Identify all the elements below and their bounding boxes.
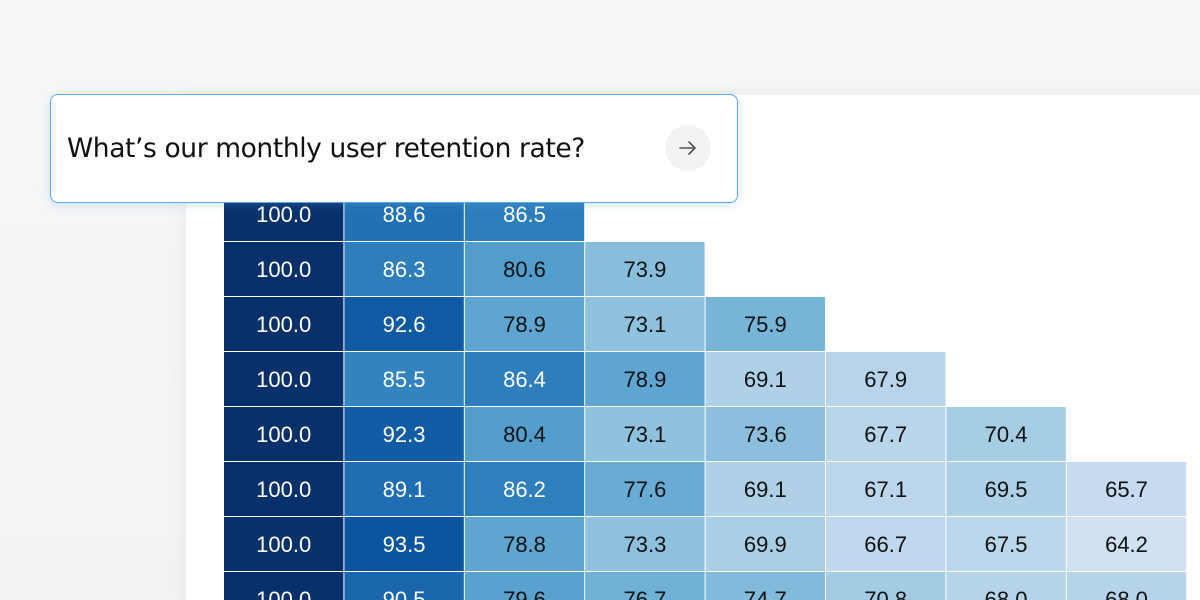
question-prompt-box[interactable]: What’s our monthly user retention rate? xyxy=(50,94,738,203)
send-button[interactable] xyxy=(665,125,711,171)
question-text: What’s our monthly user retention rate? xyxy=(67,133,585,164)
arrow-right-icon xyxy=(679,141,696,155)
